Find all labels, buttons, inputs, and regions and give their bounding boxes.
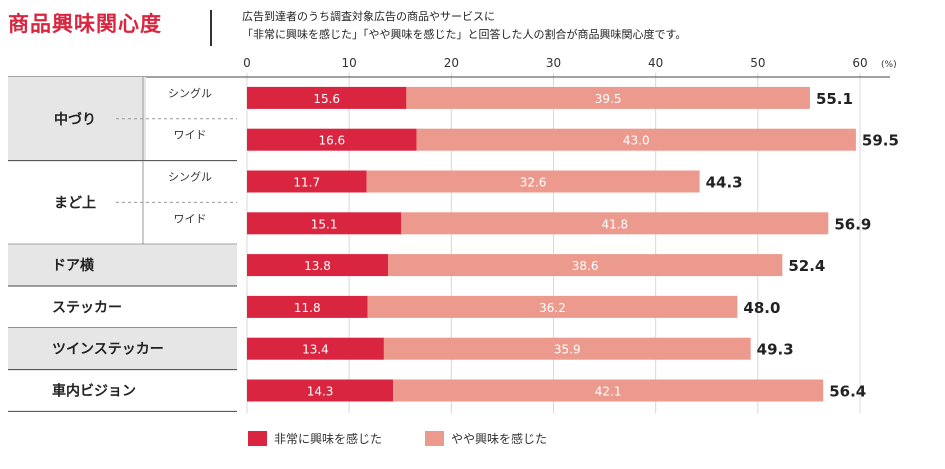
bar-value-label-2-0-0: 13.8	[304, 259, 331, 273]
bar-segment-1-0-1	[366, 170, 700, 193]
bar-value-label-1-1-1: 41.8	[601, 217, 628, 231]
x-tick-label-0: 0	[243, 56, 251, 70]
bar-total-label-1-0: 44.3	[706, 174, 743, 192]
legend-label-0: 非常に興味を感じた	[274, 431, 382, 446]
chart-description: 広告到達者のうち調査対象広告の商品やサービスに 「非常に興味を感じた」「やや興味…	[242, 8, 686, 44]
group-label-3: ステッカー	[52, 300, 122, 316]
bar-value-label-1-1-0: 15.1	[311, 217, 338, 231]
x-tick-label-30: 30	[546, 56, 561, 70]
bar-segment-5-0-1	[393, 379, 824, 402]
bar-value-label-3-0-0: 11.8	[294, 301, 321, 315]
bar-value-label-1-0-0: 11.7	[293, 176, 320, 190]
bar-value-label-4-0-1: 35.9	[554, 343, 581, 357]
bar-value-label-0-0-1: 39.5	[595, 92, 622, 106]
bar-value-label-0-1-1: 43.0	[623, 134, 650, 148]
bar-total-label-0-1: 59.5	[862, 132, 899, 150]
bar-segment-5-0-0	[247, 379, 394, 402]
bar-value-label-3-0-1: 36.2	[539, 301, 566, 315]
bar-value-label-5-0-1: 42.1	[595, 385, 622, 399]
bar-segment-1-1-0	[247, 212, 402, 235]
bar-segment-4-0-0	[247, 337, 384, 360]
bar-total-label-5-0: 56.4	[829, 383, 866, 401]
bar-segment-0-0-0	[247, 86, 407, 109]
sub-label-0-1: ワイド	[174, 129, 207, 142]
group-label-1: まど上	[54, 195, 96, 211]
bar-segment-3-0-1	[367, 295, 738, 318]
bar-value-label-0-0-0: 15.6	[313, 92, 340, 106]
bar-total-label-2-0: 52.4	[788, 257, 825, 275]
bar-total-label-3-0: 48.0	[743, 299, 780, 317]
bar-value-label-0-1-0: 16.6	[318, 134, 345, 148]
group-label-0: 中づり	[54, 111, 96, 128]
group-label-4: ツインステッカー	[52, 342, 164, 358]
bar-segment-2-0-1	[387, 254, 783, 277]
legend-swatch-1	[425, 431, 444, 446]
x-tick-label-40: 40	[648, 56, 663, 70]
bar-value-label-4-0-0: 13.4	[302, 343, 329, 357]
x-tick-label-10: 10	[342, 56, 357, 70]
group-label-2: ドア横	[52, 257, 95, 274]
group-label-bg-2	[8, 244, 237, 286]
x-tick-label-60: 60	[852, 56, 867, 70]
bar-segment-0-0-1	[406, 86, 810, 109]
bar-value-label-1-0-1: 32.6	[520, 176, 547, 190]
bar-segment-2-0-0	[247, 254, 388, 277]
bar-value-label-5-0-0: 14.3	[307, 385, 334, 399]
group-label-bg-4	[8, 327, 237, 370]
bar-segment-0-1-1	[416, 128, 856, 151]
x-unit-label: (%)	[881, 60, 897, 70]
bar-segment-3-0-0	[247, 295, 368, 318]
group-label-5: 車内ビジョン	[52, 383, 136, 400]
legend-label-1: やや興味を感じた	[451, 431, 547, 446]
bar-total-label-0-0: 55.1	[816, 90, 853, 108]
bar-segment-1-0-0	[247, 170, 367, 193]
bar-segment-1-1-1	[401, 212, 829, 235]
x-tick-label-50: 50	[750, 56, 765, 70]
page-title: 商品興味関心度	[8, 12, 162, 36]
sub-label-0-0: シングル	[168, 86, 212, 100]
bar-segment-4-0-1	[383, 337, 751, 360]
bar-total-label-4-0: 49.3	[757, 341, 794, 359]
description-line-2: 「非常に興味を感じた」「やや興味を感じた」と回答した人の割合が商品興味関心度です…	[242, 28, 687, 41]
bar-value-label-2-0-1: 38.6	[572, 259, 599, 273]
title-divider	[210, 10, 212, 46]
bar-total-label-1-1: 56.9	[834, 215, 871, 233]
description-line-1: 広告到達者のうち調査対象広告の商品やサービスに	[242, 10, 495, 23]
bar-segment-0-1-0	[247, 128, 417, 151]
sub-label-1-1: ワイド	[174, 212, 207, 225]
legend-swatch-0	[248, 431, 267, 446]
x-tick-label-20: 20	[444, 56, 459, 70]
sub-label-1-0: シングル	[168, 170, 212, 184]
